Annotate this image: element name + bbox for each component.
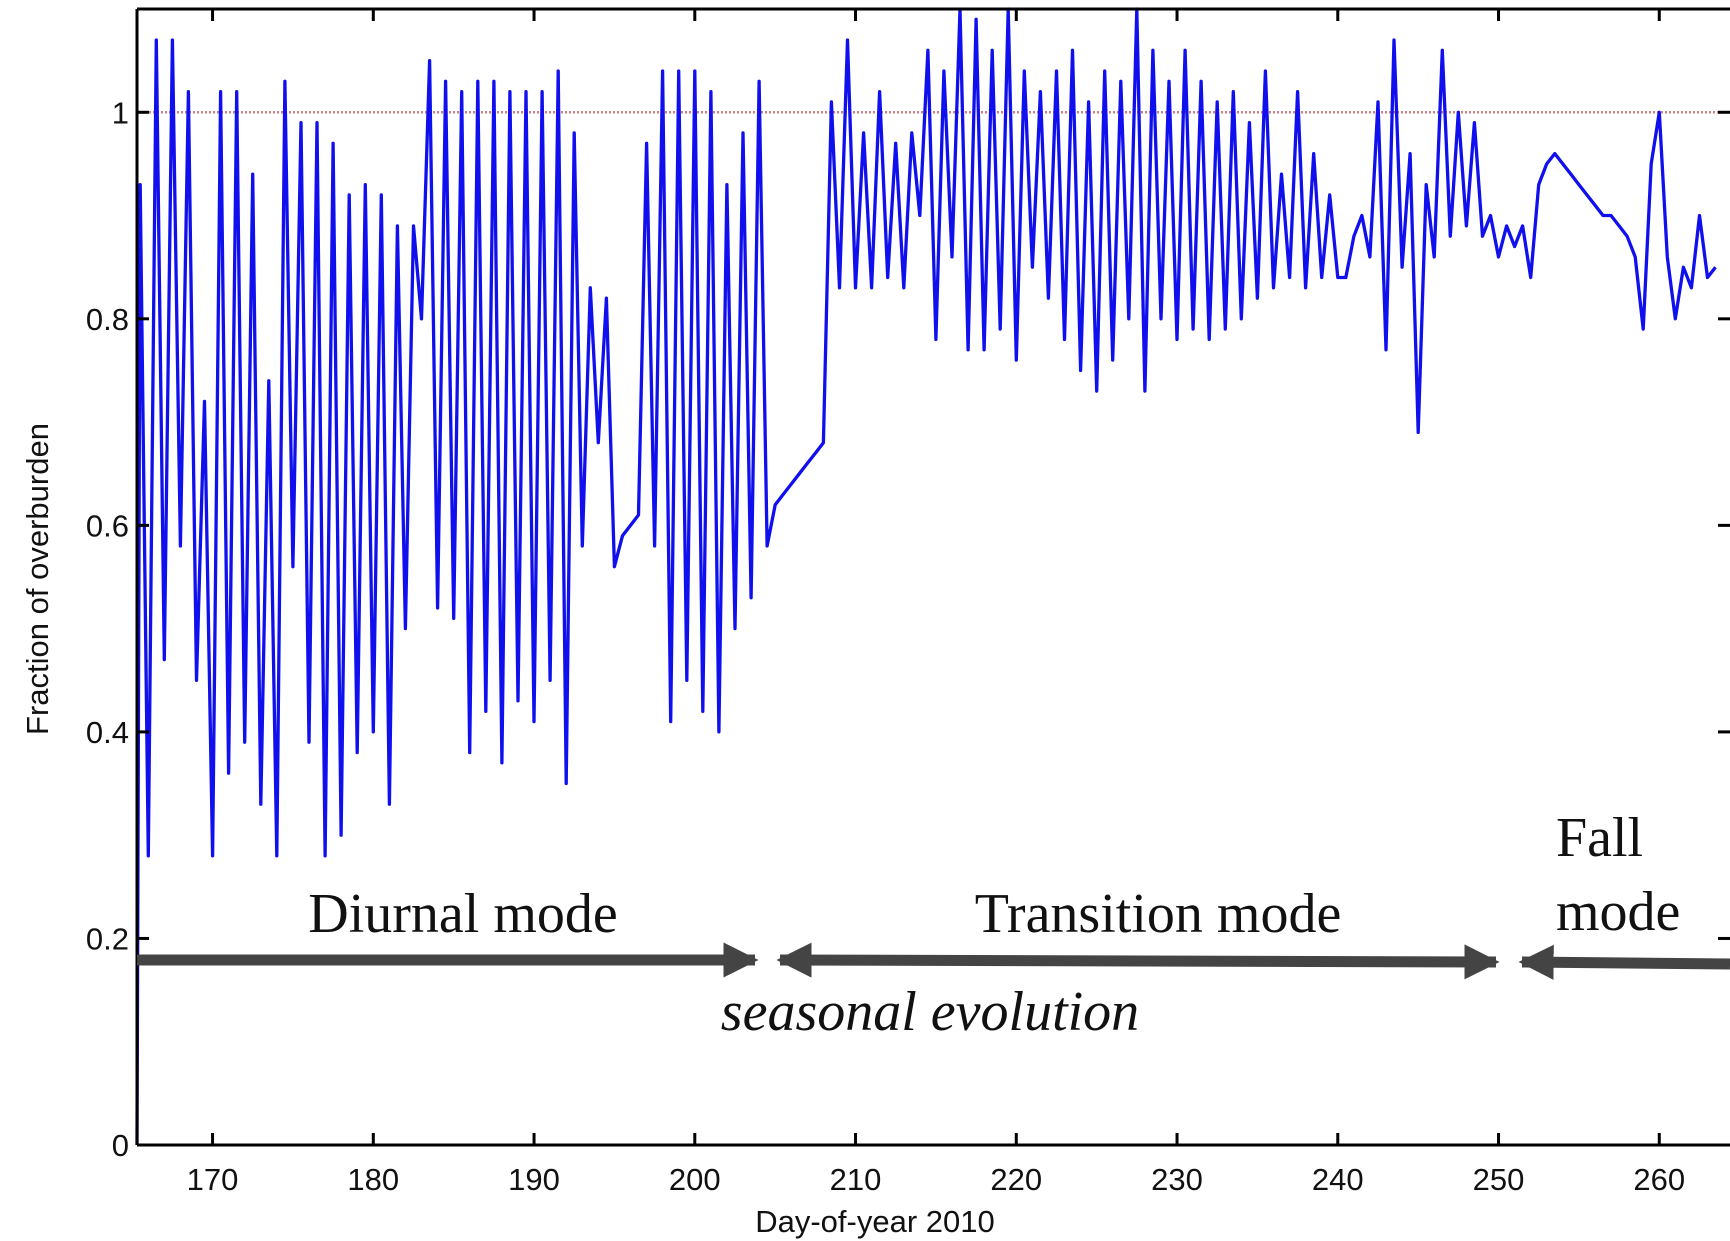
annotation: Fall [1556,807,1643,869]
x-tick-label: 240 [1312,1162,1364,1197]
data-line [135,7,1717,1146]
arrows [137,942,1730,980]
x-tick-label: 260 [1633,1162,1685,1197]
y-tick-label: 1 [112,95,129,130]
y-tick-label: 0.6 [86,508,129,543]
x-tick-label: 210 [830,1162,882,1197]
x-tick-label: 200 [669,1162,721,1197]
annotation: mode [1556,881,1680,943]
x-tick-label: 220 [990,1162,1042,1197]
arrow [776,942,1500,980]
annotation: seasonal evolution [721,981,1139,1043]
plot [135,7,1730,1147]
x-axis-label: Day-of-year 2010 [755,1204,995,1239]
annotation: Transition mode [975,883,1342,945]
x-tick-label: 170 [187,1162,239,1197]
y-tick-label: 0 [112,1128,129,1163]
y-axis-label: Fraction of overburden [20,423,55,735]
annotation: Diurnal mode [308,883,617,945]
y-tick-label: 0.2 [86,921,129,956]
x-tick-label: 250 [1473,1162,1525,1197]
x-tick-label: 190 [508,1162,560,1197]
x-tick-label: 230 [1151,1162,1203,1197]
y-tick-label: 0.4 [86,715,129,750]
arrow [1518,944,1730,980]
y-tick-label: 0.8 [86,302,129,337]
x-tick-label: 180 [347,1162,399,1197]
